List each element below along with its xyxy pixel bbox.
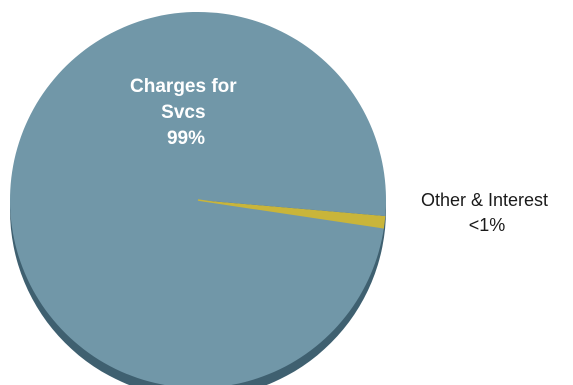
slice-label-charges-line-1: Charges for: [130, 76, 237, 97]
pie-slice-charges-for-svcs: [10, 12, 386, 385]
pie-slice-other-edge: [197, 199, 385, 229]
slice-label-other-line-2: <1%: [469, 215, 506, 235]
pie-slices: [10, 12, 386, 385]
slice-label-other-line-1: Other & Interest: [421, 190, 548, 210]
slice-label-charges-line-2: Svcs: [161, 102, 205, 123]
slice-label-charges: Charges for Svcs 99%: [130, 76, 242, 149]
slice-label-charges-line-3: 99%: [167, 128, 205, 149]
slice-label-other: Other & Interest <1%: [421, 190, 553, 235]
